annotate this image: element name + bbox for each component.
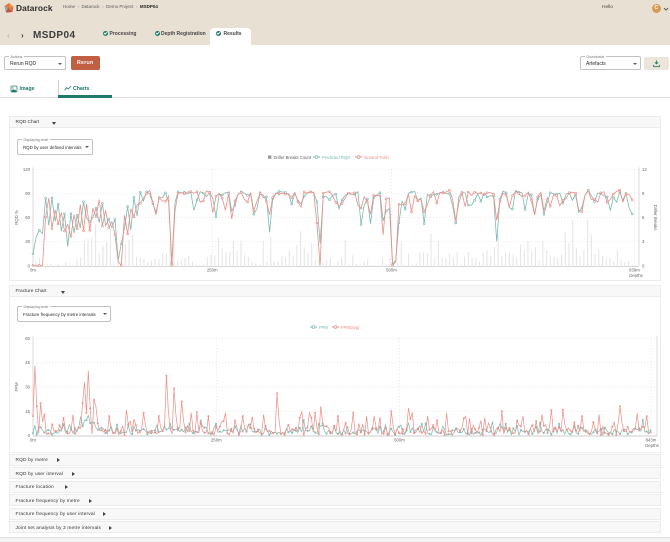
svg-text:0m: 0m xyxy=(30,268,36,273)
svg-text:500m: 500m xyxy=(394,437,405,442)
svg-text:Driller Breaks: Driller Breaks xyxy=(653,205,658,231)
svg-text:500m: 500m xyxy=(386,268,397,273)
svg-text:45: 45 xyxy=(25,360,30,365)
svg-text:843m: 843m xyxy=(646,437,657,442)
svg-text:3: 3 xyxy=(642,239,645,244)
svg-text:0: 0 xyxy=(28,263,31,268)
svg-text:90: 90 xyxy=(25,191,30,196)
svg-text:30: 30 xyxy=(25,385,30,390)
svg-text:0m: 0m xyxy=(30,437,36,442)
svg-text:12: 12 xyxy=(642,167,647,172)
svg-text:0: 0 xyxy=(28,433,31,438)
svg-text:120: 120 xyxy=(23,167,31,172)
svg-text:RQD %: RQD % xyxy=(14,210,19,225)
svg-text:6: 6 xyxy=(642,215,645,220)
svg-text:FPM: FPM xyxy=(319,325,328,330)
svg-text:15: 15 xyxy=(25,409,30,414)
svg-text:Driller Breaks Count: Driller Breaks Count xyxy=(274,155,312,160)
svg-text:30: 30 xyxy=(25,239,30,244)
svg-text:250m: 250m xyxy=(211,437,222,442)
svg-text:839m: 839m xyxy=(629,268,640,273)
svg-text:0: 0 xyxy=(642,263,645,268)
svg-text:9: 9 xyxy=(642,191,645,196)
svg-text:FPM: FPM xyxy=(14,382,19,391)
svg-text:60: 60 xyxy=(25,336,30,341)
svg-text:Depths: Depths xyxy=(645,443,659,448)
svg-text:FPM(avg): FPM(avg) xyxy=(341,325,360,330)
svg-text:250m: 250m xyxy=(207,268,218,273)
svg-text:Predicted RQD: Predicted RQD xyxy=(322,155,350,160)
svg-text:Ground Truth: Ground Truth xyxy=(364,155,389,160)
svg-text:60: 60 xyxy=(25,215,30,220)
svg-text:Depths: Depths xyxy=(629,273,643,278)
